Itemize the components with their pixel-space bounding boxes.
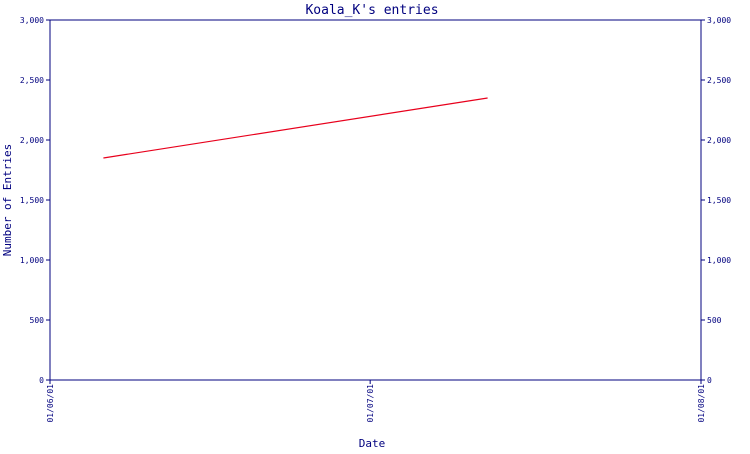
y-tick-label-right: 1,500 <box>707 196 731 205</box>
y-tick-label-right: 1,000 <box>707 256 731 265</box>
y-tick-label-left: 0 <box>39 376 44 385</box>
y-tick-label-right: 3,000 <box>707 16 731 25</box>
x-tick-label: 01/06/01 <box>46 384 55 423</box>
x-axis-label: Date <box>359 437 386 450</box>
y-tick-label-left: 1,500 <box>20 196 44 205</box>
x-tick-label: 01/07/01 <box>366 384 375 423</box>
y-tick-label-right: 2,500 <box>707 76 731 85</box>
y-tick-label-right: 500 <box>707 316 722 325</box>
x-tick-label: 01/08/01 <box>697 384 706 423</box>
y-tick-label-left: 3,000 <box>20 16 44 25</box>
y-tick-label-right: 0 <box>707 376 712 385</box>
series-line <box>103 97 488 159</box>
marks-layer: 0 0 500 500 1,000 1,000 1,500 1,500 2,000 2,000 2,… <box>20 16 731 423</box>
y-tick-label-left: 1,000 <box>20 256 44 265</box>
y-tick-label-left: 2,500 <box>20 76 44 85</box>
y-axis-label: Number of Entries <box>1 144 14 257</box>
chart-title: Koala_K's entries <box>305 3 438 18</box>
y-tick-label-left: 500 <box>30 316 45 325</box>
y-tick-label-left: 2,000 <box>20 136 44 145</box>
y-tick-label-right: 2,000 <box>707 136 731 145</box>
plot-frame <box>49 19 702 381</box>
